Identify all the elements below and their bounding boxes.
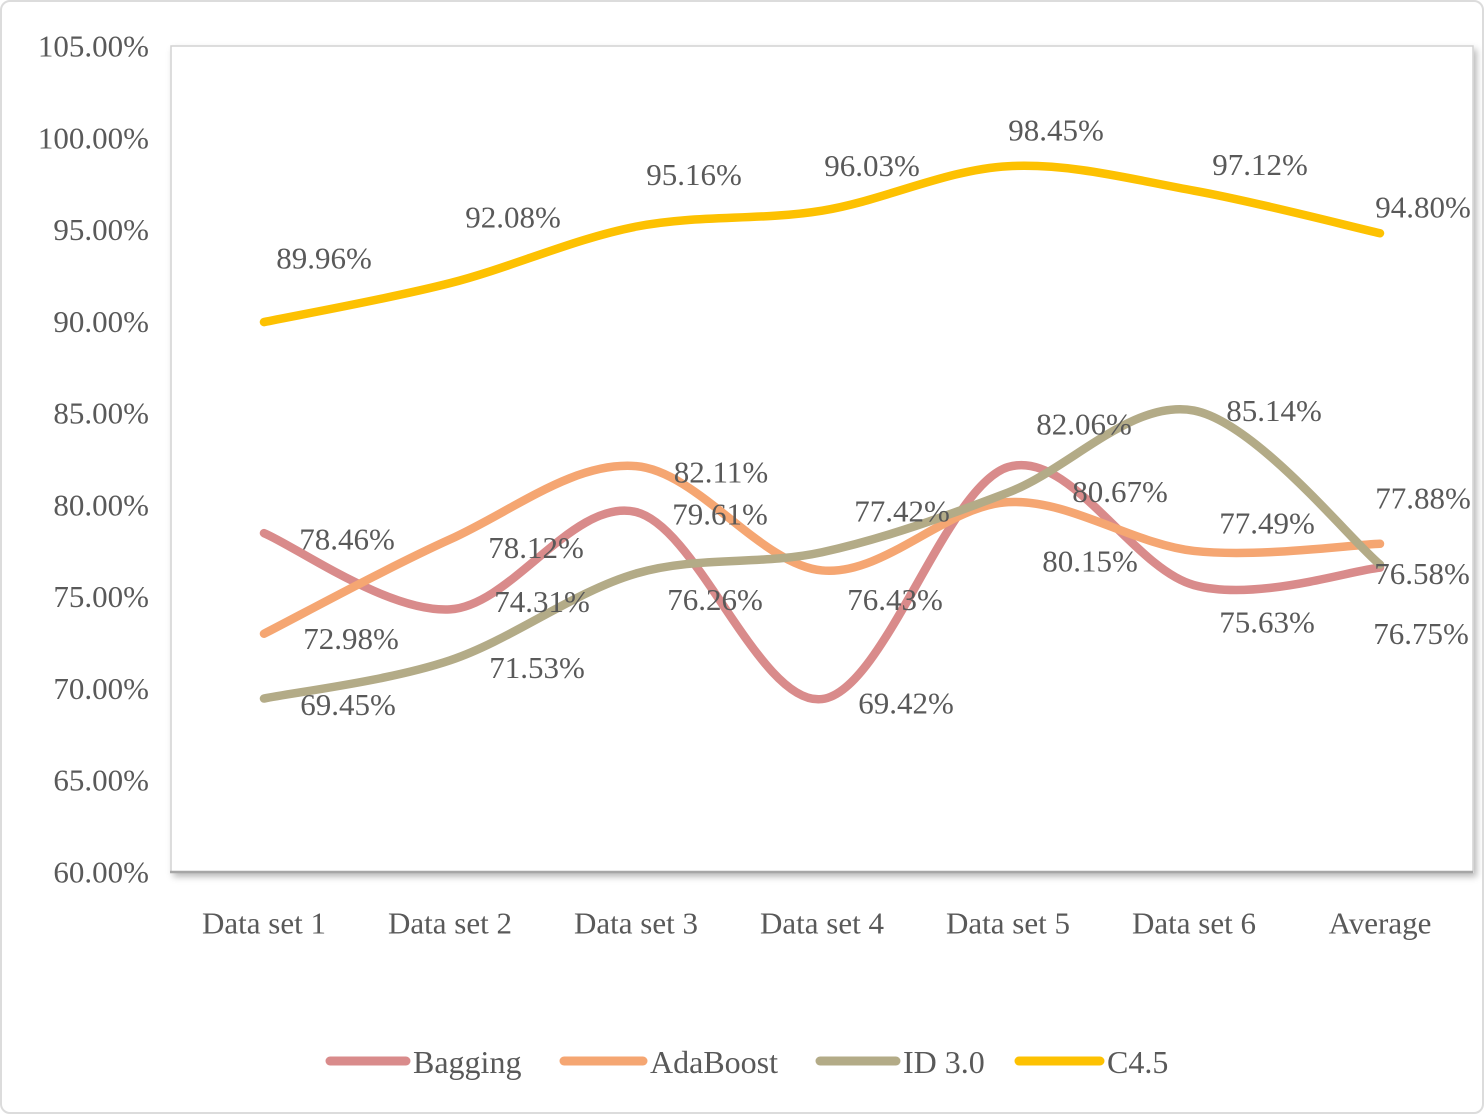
legend-item-c4-5: C4.5 <box>1014 1044 1168 1080</box>
data-label-adaboost-average: 77.88% <box>1375 480 1471 515</box>
y-axis-tick-label: 95.00% <box>53 212 149 247</box>
legend-label-bagging: Bagging <box>413 1044 521 1080</box>
data-label-id-3-0-data-set-6: 85.14% <box>1226 393 1322 428</box>
y-axis-tick-label: 70.00% <box>53 671 149 706</box>
x-axis-category-label-average: Average <box>1329 906 1432 941</box>
data-label-c4-5-average: 94.80% <box>1375 190 1471 225</box>
x-axis-category-label-data-set-1: Data set 1 <box>202 906 326 941</box>
x-axis-category-label-data-set-4: Data set 4 <box>760 906 884 941</box>
plot-area <box>170 45 1474 873</box>
x-axis-category-label-data-set-5: Data set 5 <box>946 906 1070 941</box>
data-label-c4-5-data-set-3: 95.16% <box>646 157 742 192</box>
data-label-adaboost-data-set-5: 80.15% <box>1042 544 1138 579</box>
series-line-bagging <box>259 460 1385 704</box>
y-axis-tick-label: 65.00% <box>53 763 149 798</box>
series-line-id-3-0 <box>259 404 1385 703</box>
legend-label-id-3-0: ID 3.0 <box>903 1044 985 1080</box>
data-label-bagging-data-set-3: 79.61% <box>672 497 768 532</box>
data-label-id-3-0-data-set-1: 69.45% <box>300 687 396 722</box>
legend-item-bagging: Bagging <box>325 1044 521 1080</box>
data-label-bagging-data-set-2: 74.31% <box>494 584 590 619</box>
data-label-c4-5-data-set-5: 98.45% <box>1008 113 1104 148</box>
data-label-id-3-0-average: 76.75% <box>1373 616 1469 651</box>
data-label-bagging-data-set-5: 82.06% <box>1036 407 1132 442</box>
legend-item-id-3-0: ID 3.0 <box>815 1044 985 1080</box>
data-label-id-3-0-data-set-3: 76.26% <box>667 582 763 617</box>
x-axis-category-label-data-set-3: Data set 3 <box>574 906 698 941</box>
data-label-c4-5-data-set-2: 92.08% <box>465 200 561 235</box>
data-label-adaboost-data-set-6: 77.49% <box>1219 505 1315 540</box>
data-label-adaboost-data-set-3: 82.11% <box>674 455 768 490</box>
data-label-id-3-0-data-set-5: 80.67% <box>1072 474 1168 509</box>
data-label-adaboost-data-set-2: 78.12% <box>488 530 584 565</box>
y-axis-tick-label: 90.00% <box>53 304 149 339</box>
data-label-c4-5-data-set-1: 89.96% <box>276 241 372 276</box>
series-line-c4-5 <box>259 161 1385 327</box>
data-label-id-3-0-data-set-4: 77.42% <box>854 494 950 529</box>
y-axis-tick-label: 100.00% <box>38 120 149 155</box>
y-axis-tick-label: 105.00% <box>38 29 149 64</box>
data-label-c4-5-data-set-4: 96.03% <box>824 148 920 183</box>
series-line-adaboost <box>259 461 1385 638</box>
legend-label-adaboost: AdaBoost <box>650 1044 778 1080</box>
data-label-bagging-data-set-6: 75.63% <box>1219 605 1315 640</box>
data-label-id-3-0-data-set-2: 71.53% <box>489 650 585 685</box>
y-axis-tick-label: 75.00% <box>53 579 149 614</box>
data-label-bagging-data-set-1: 78.46% <box>299 522 395 557</box>
data-label-adaboost-data-set-4: 76.43% <box>847 582 943 617</box>
data-label-adaboost-data-set-1: 72.98% <box>303 621 399 656</box>
x-axis-category-label-data-set-6: Data set 6 <box>1132 906 1256 941</box>
legend-item-adaboost: AdaBoost <box>559 1044 778 1080</box>
data-label-bagging-data-set-4: 69.42% <box>858 686 954 721</box>
data-label-c4-5-data-set-6: 97.12% <box>1212 147 1308 182</box>
data-label-bagging-average: 76.58% <box>1374 556 1470 591</box>
y-axis-tick-label: 80.00% <box>53 487 149 522</box>
x-axis-category-label-data-set-2: Data set 2 <box>388 906 512 941</box>
legend-label-c4-5: C4.5 <box>1107 1044 1168 1080</box>
y-axis-tick-label: 60.00% <box>53 855 149 890</box>
y-axis-tick-label: 85.00% <box>53 396 149 431</box>
